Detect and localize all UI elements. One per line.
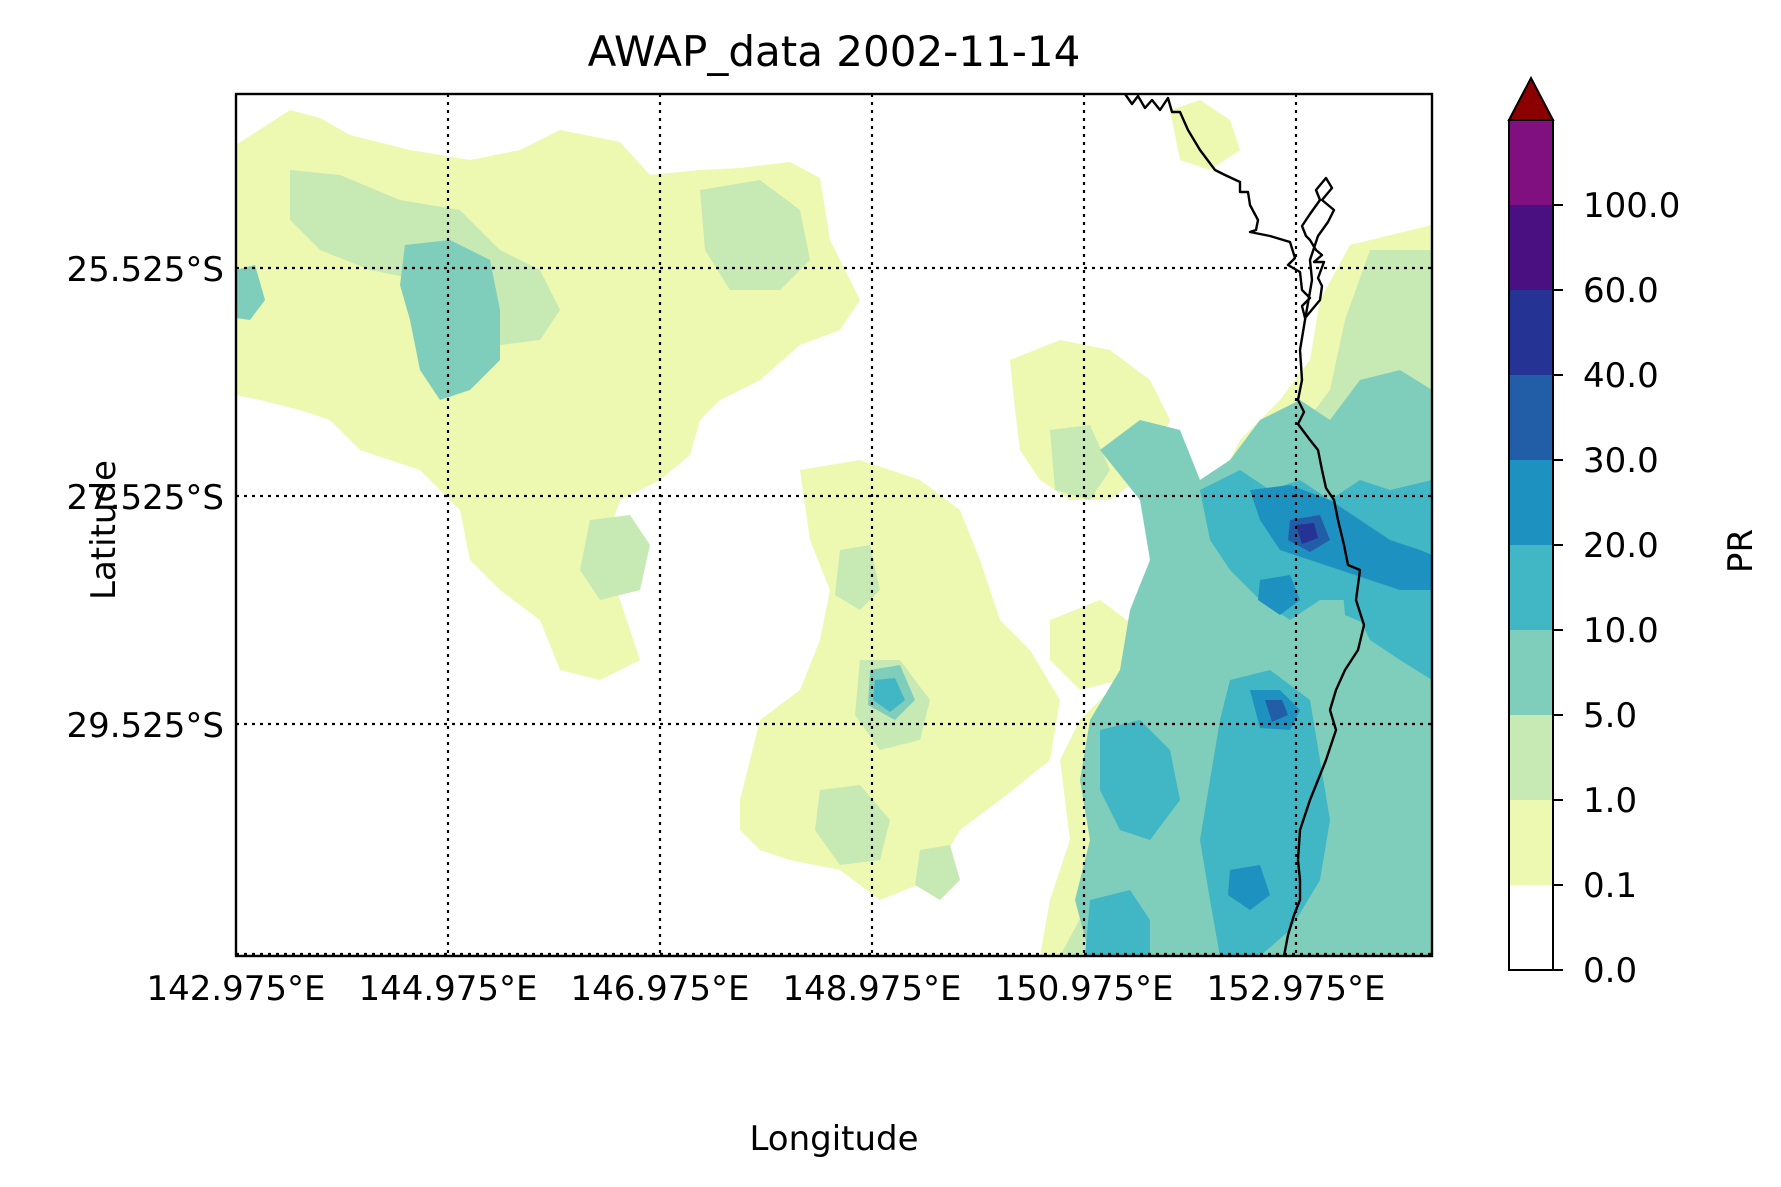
x-tick-label: 146.975°E — [570, 969, 749, 1009]
colorbar-tick-label: 60.0 — [1583, 271, 1659, 311]
colorbar-segment — [1509, 205, 1553, 290]
y-axis-label: Latitude — [84, 460, 124, 600]
precip-field — [236, 100, 1432, 956]
y-tick-label: 27.525°S — [66, 478, 224, 518]
colorbar-tick-label: 20.0 — [1583, 526, 1659, 566]
colorbar-segment — [1509, 375, 1553, 460]
colorbar-segment — [1509, 545, 1553, 630]
colorbar: 0.0 0.1 1.0 5.0 10.0 20.0 30.0 40.0 60.0 100.0 — [1507, 75, 1680, 991]
colorbar-label: PR — [1721, 529, 1761, 573]
colorbar-tick-label: 5.0 — [1583, 696, 1637, 736]
x-tick-label: 150.975°E — [994, 969, 1173, 1009]
map-frame — [234, 92, 1434, 958]
colorbar-tick-label: 0.1 — [1583, 866, 1637, 906]
colorbar-segment — [1509, 800, 1553, 885]
x-tick-label: 152.975°E — [1206, 969, 1385, 1009]
x-tick-label: 148.975°E — [782, 969, 961, 1009]
map-panel — [234, 92, 1434, 958]
colorbar-tick-label: 100.0 — [1583, 186, 1680, 226]
colorbar-segment — [1509, 120, 1553, 205]
colorbar-segment — [1509, 460, 1553, 545]
coastline — [1124, 93, 1366, 957]
colorbar-tick-label: 40.0 — [1583, 356, 1659, 396]
chart-title: AWAP_data 2002-11-14 — [588, 27, 1081, 76]
colorbar-tick-label: 0.0 — [1583, 951, 1637, 991]
colorbar-tick-label: 30.0 — [1583, 441, 1659, 481]
x-axis-label: Longitude — [749, 1119, 918, 1159]
colorbar-extend-arrow — [1507, 75, 1555, 121]
colorbar-tick-label: 10.0 — [1583, 611, 1659, 651]
x-tick-label: 142.975°E — [146, 969, 325, 1009]
y-tick-label: 29.525°S — [66, 706, 224, 746]
colorbar-segment — [1509, 715, 1553, 800]
colorbar-segment — [1509, 290, 1553, 375]
colorbar-segment — [1509, 885, 1553, 970]
colorbar-tick-label: 1.0 — [1583, 781, 1637, 821]
y-tick-label: 25.525°S — [66, 250, 224, 290]
precip-level-40-60 — [1296, 523, 1318, 544]
colorbar-segment — [1509, 630, 1553, 715]
x-tick-label: 144.975°E — [358, 969, 537, 1009]
